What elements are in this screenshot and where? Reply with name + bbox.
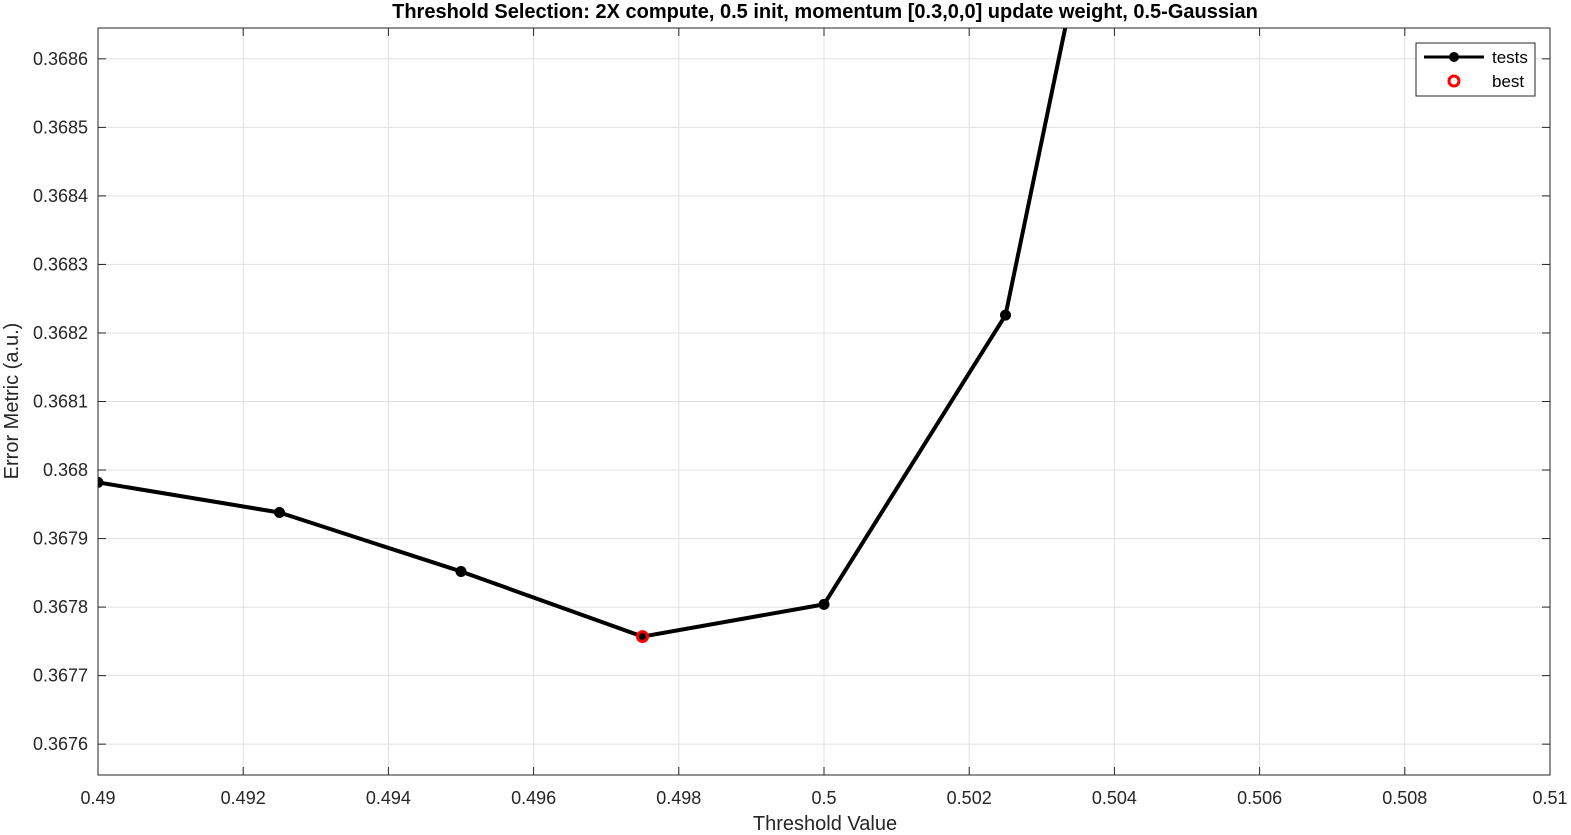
tests-point [818,598,830,610]
x-tick-label: 0.496 [511,788,556,808]
x-tick-label: 0.492 [221,788,266,808]
y-tick-label: 0.3683 [33,254,88,274]
y-tick-label: 0.3681 [33,392,88,412]
legend-label-tests: tests [1492,48,1528,67]
series-layer [98,28,1068,644]
y-tick-label: 0.3677 [33,666,88,686]
legend-marker-best [1447,74,1461,88]
tests-point [98,476,104,488]
x-tick-label: 0.504 [1092,788,1137,808]
ticks [97,28,1551,775]
legend-marker-tests [1449,52,1459,62]
x-tick-label: 0.498 [656,788,701,808]
x-tick-labels: 0.49 0.492 0.494 0.496 0.498 0.5 0.502 0.504 0.5… [80,788,1567,808]
y-tick-label: 0.3682 [33,323,88,343]
y-tick-label: 0.3676 [33,734,88,754]
tests-point [1000,309,1011,321]
legend-label-best: best [1492,72,1524,91]
legend-box [1415,42,1536,97]
y-tick-label: 0.3684 [33,186,88,206]
chart-title: Threshold Selection: 2X compute, 0.5 ini… [392,1,1258,23]
y-tick-labels: 0.3676 0.3677 0.3678 0.3679 0.368 0.3681 0.368… [33,49,88,754]
legend: tests best [1415,42,1536,97]
x-tick-label: 0.506 [1237,788,1282,808]
x-tick-label: 0.508 [1382,788,1427,808]
x-tick-label: 0.5 [811,788,836,808]
tests-point [455,565,467,577]
x-tick-label: 0.51 [1532,788,1567,808]
x-tick-label: 0.494 [366,788,411,808]
best-point [636,630,649,644]
tests-point [274,507,285,519]
x-axis-label: Threshold Value [753,813,897,835]
y-tick-label: 0.3678 [33,597,88,617]
y-tick-label: 0.368 [43,460,88,480]
y-tick-label: 0.3679 [33,529,88,549]
x-tick-label: 0.502 [947,788,992,808]
x-tick-label: 0.49 [80,788,115,808]
y-tick-label: 0.3686 [33,49,88,69]
y-tick-label: 0.3685 [33,117,88,137]
y-axis-label: Error Metric (a.u.) [1,323,23,480]
